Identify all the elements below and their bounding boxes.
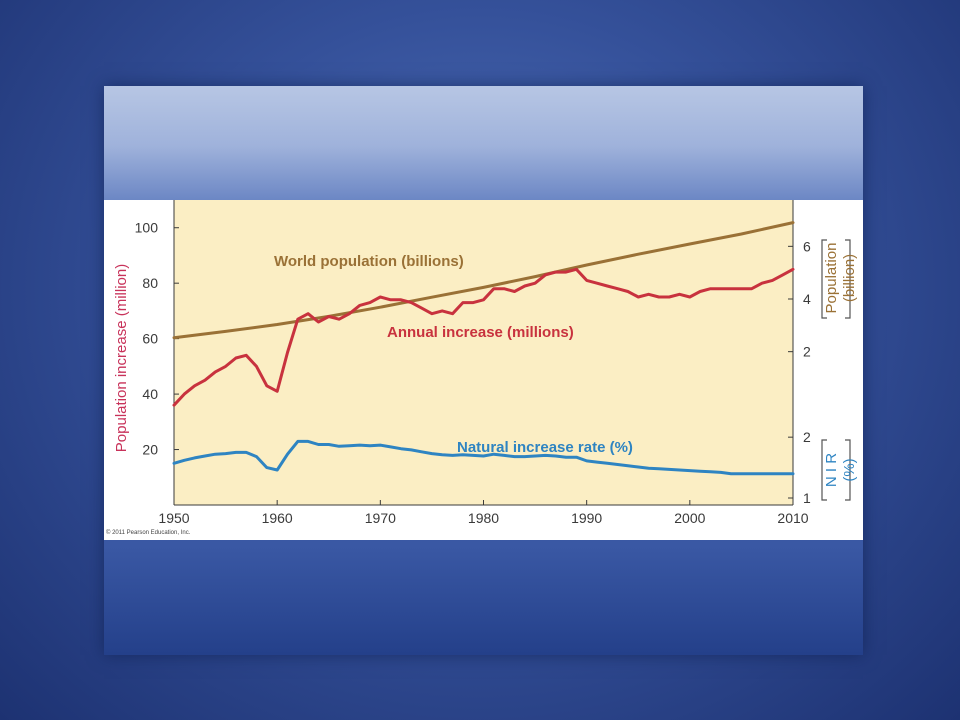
natural-increase-rate-line [172, 439, 795, 476]
x-axis-ticks: 1950 1960 1970 1980 1990 2000 2010 [158, 500, 809, 526]
x-tick-label: 1990 [571, 510, 602, 526]
copyright-notice: © 2011 Pearson Education, Inc. [106, 529, 191, 536]
population-axis-title: Population [823, 243, 840, 314]
population-axis-ticks: 2 4 6 [788, 238, 811, 360]
chart-figure: 1950 1960 1970 1980 1990 2000 2010 20 40 60 80 100… [104, 200, 863, 540]
nir-tick-label: 1 [803, 490, 811, 506]
nir-axis-bracket [821, 439, 851, 501]
left-tick-label: 20 [142, 442, 158, 458]
left-axis-title: Population increase (million) [113, 264, 130, 452]
series-lines [172, 221, 795, 476]
left-axis-ticks: 20 40 60 80 100 [135, 220, 179, 458]
left-tick-label: 80 [142, 275, 158, 291]
population-axis-unit: (billion) [841, 254, 858, 302]
natural-increase-rate-label: Natural increase rate (%) [457, 439, 633, 456]
x-tick-label: 1950 [158, 510, 189, 526]
population-tick-label: 2 [803, 344, 811, 360]
x-tick-label: 2010 [777, 510, 808, 526]
x-tick-label: 2000 [674, 510, 705, 526]
world-population-line [172, 221, 795, 340]
nir-axis-unit: (%) [841, 458, 858, 481]
population-tick-label: 4 [803, 291, 811, 307]
nir-axis-title: N I R [823, 453, 840, 487]
x-tick-label: 1970 [365, 510, 396, 526]
x-tick-label: 1960 [262, 510, 293, 526]
left-tick-label: 100 [135, 220, 159, 236]
nir-axis-ticks: 12 [788, 429, 811, 506]
left-tick-label: 60 [142, 331, 158, 347]
left-tick-label: 40 [142, 386, 158, 402]
annual-increase-label: Annual increase (millions) [387, 324, 574, 341]
population-axis-bracket [821, 239, 851, 319]
population-growth-chart: 1950 1960 1970 1980 1990 2000 2010 20 40 60 80 100… [106, 200, 858, 536]
annual-increase-line [172, 267, 795, 407]
population-tick-label: 6 [803, 238, 811, 254]
plot-area [174, 200, 793, 505]
x-tick-label: 1980 [468, 510, 499, 526]
world-population-label: World population (billions) [274, 253, 464, 270]
nir-tick-label: 2 [803, 429, 811, 445]
